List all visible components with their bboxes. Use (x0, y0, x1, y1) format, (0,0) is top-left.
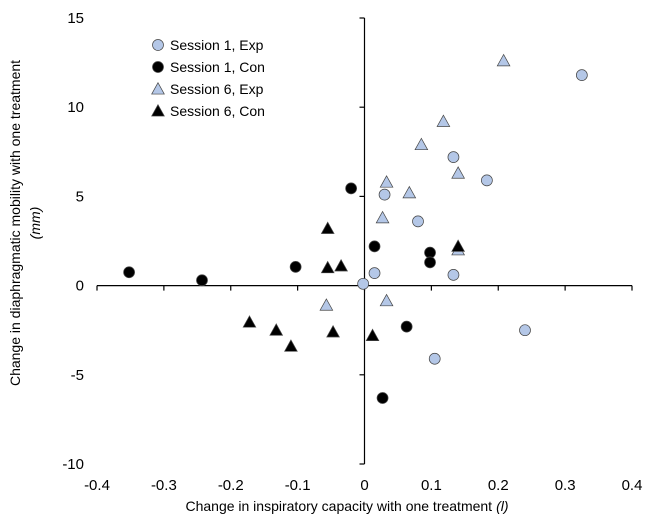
x-tick-label: -0.2 (218, 477, 244, 494)
x-axis-label-unit: (l) (496, 498, 508, 514)
data-point-series-3 (451, 166, 466, 179)
data-point-series-4 (320, 221, 335, 234)
y-axis-label-text: Change in diaphragmatic mobility with on… (7, 60, 23, 386)
x-tick-label: -0.1 (285, 477, 311, 494)
data-point-series-1 (357, 277, 370, 290)
data-point-series-1 (447, 151, 460, 164)
data-point-series-3 (436, 114, 451, 127)
x-tick-label: 0.2 (488, 477, 509, 494)
y-tick-label: -10 (62, 456, 84, 473)
data-point-series-1 (481, 174, 493, 187)
data-point-series-4 (242, 315, 257, 328)
data-point-series-2 (376, 392, 389, 404)
data-point-series-2 (368, 240, 381, 253)
data-point-series-2 (424, 256, 436, 269)
data-point-series-3 (379, 293, 394, 307)
data-point-series-3 (414, 137, 429, 151)
data-point-series-3 (319, 298, 334, 311)
data-point-series-2 (123, 266, 135, 279)
x-tick-label: -0.3 (151, 477, 177, 494)
data-point-series-1 (412, 215, 424, 228)
data-point-series-3 (496, 53, 511, 67)
x-axis-label: Change in inspiratory capacity with one … (185, 498, 508, 514)
y-tick-label: 0 (76, 278, 84, 295)
data-point-series-4 (320, 260, 335, 274)
legend-label-4: Session 6, Con (170, 103, 265, 119)
data-point-series-2 (196, 274, 208, 287)
legend-label-1: Session 1, Exp (170, 37, 264, 53)
data-point-series-1 (447, 269, 460, 281)
legend-marker-1 (152, 39, 164, 51)
legend-marker-2 (152, 61, 164, 73)
data-point-series-4 (284, 339, 298, 352)
data-point-series-1 (575, 69, 588, 81)
x-tick-label: 0.3 (555, 477, 576, 494)
y-tick-label: 15 (67, 10, 84, 27)
y-tick-label: 5 (76, 188, 84, 205)
data-point-series-4 (334, 258, 348, 272)
legend: Session 1, Exp Session 1, Con Session 6, E… (151, 37, 265, 119)
data-point-series-2 (424, 246, 436, 259)
legend-marker-4 (151, 103, 165, 117)
data-point-series-4 (365, 328, 380, 341)
legend-label-3: Session 6, Exp (170, 81, 264, 97)
tick-labels: -0.4 -0.3 -0.2 -0.1 0 0.1 0.2 0.3 0.4 -10 -5 0 5 10 15 (62, 10, 642, 494)
y-tick-label: -5 (71, 367, 84, 384)
data-point-series-1 (378, 188, 391, 201)
data-point-series-4 (326, 324, 340, 338)
data-point-series-3 (379, 175, 394, 188)
data-point-series-1 (368, 267, 381, 279)
data-point-series-1 (519, 324, 531, 337)
data-point-series-3 (402, 185, 417, 199)
data-point-series-2 (289, 261, 302, 273)
data-point-series-2 (345, 182, 357, 195)
data-point-series-2 (400, 320, 413, 333)
x-tick-label: 0 (360, 477, 368, 494)
x-tick-label: 0.1 (421, 477, 442, 494)
data-point-series-4 (269, 323, 284, 336)
data-point-series-3 (375, 210, 390, 224)
y-tick-label: 10 (67, 99, 84, 116)
x-tick-label: -0.4 (84, 477, 110, 494)
legend-marker-3 (151, 81, 165, 95)
data-points (123, 53, 588, 404)
legend-label-2: Session 1, Con (170, 59, 265, 75)
y-axis-label-unit: (mm) (27, 207, 43, 240)
x-axis-label-text: Change in inspiratory capacity with one … (185, 498, 492, 514)
x-tick-label: 0.4 (622, 477, 643, 494)
data-point-series-1 (428, 352, 441, 365)
data-point-series-4 (451, 239, 466, 252)
y-axis-label: Change in diaphragmatic mobility with on… (7, 60, 43, 386)
